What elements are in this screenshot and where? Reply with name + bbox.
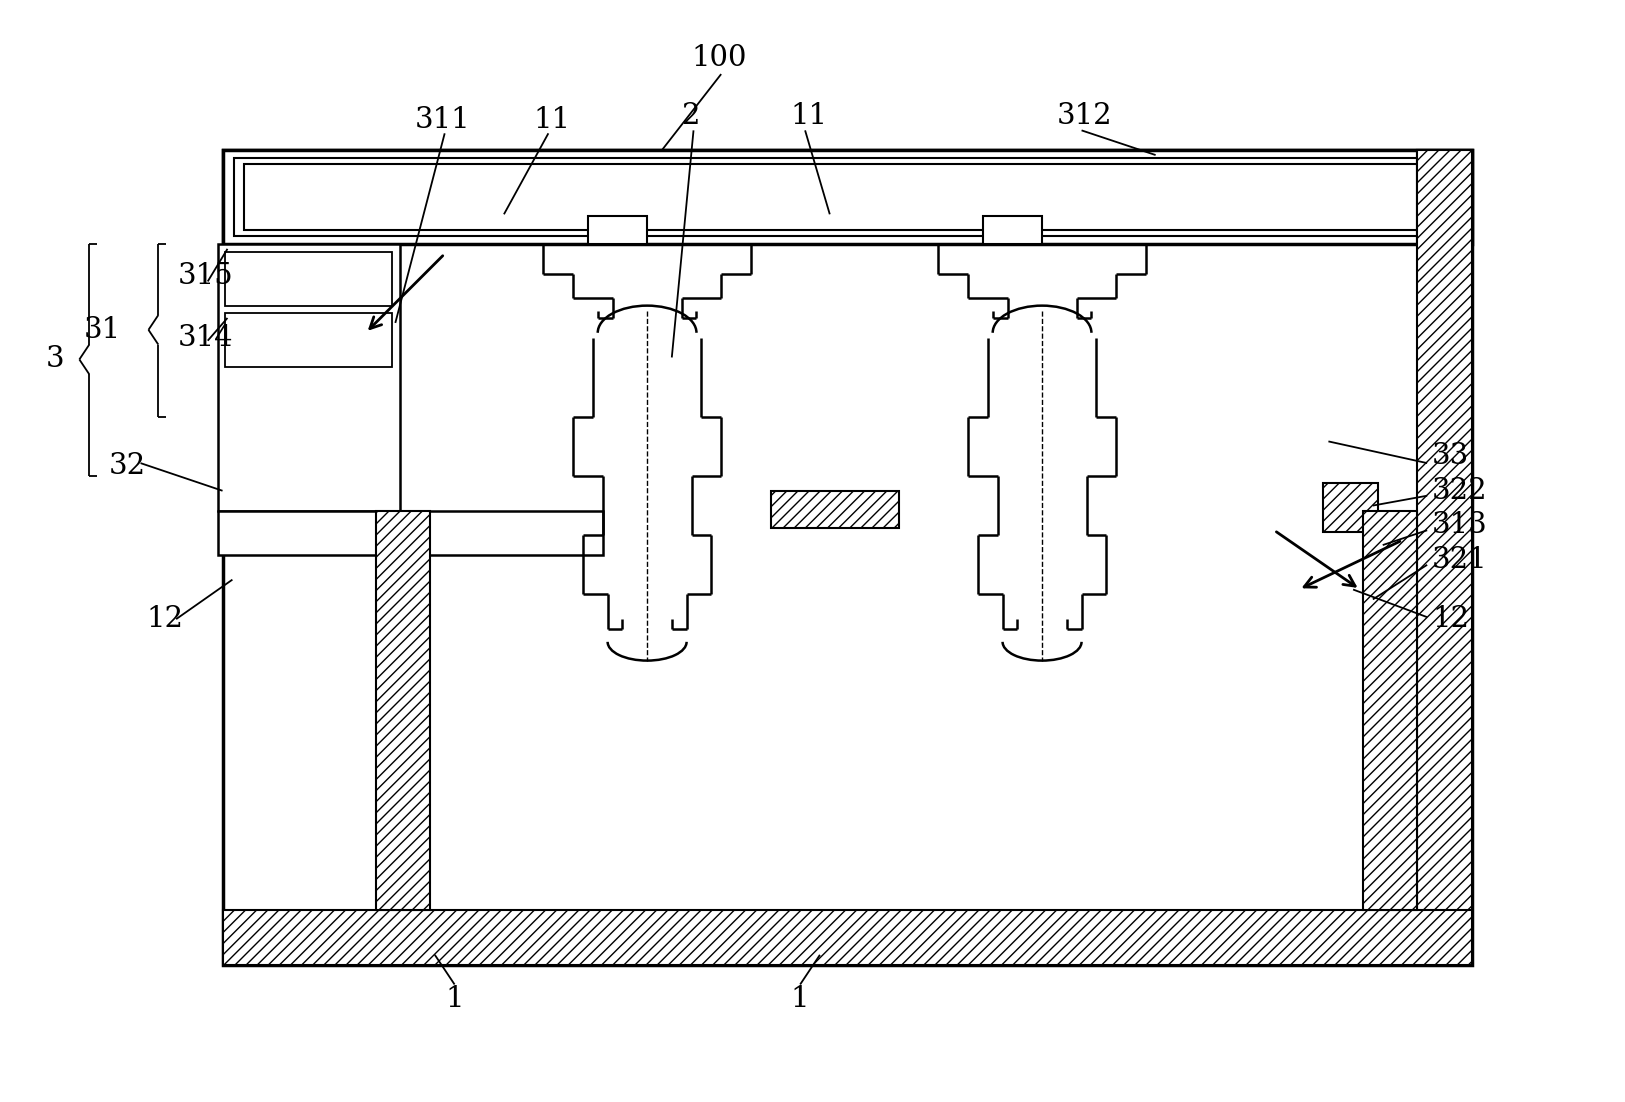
Bar (223, 150, 1472, 964)
Bar (1323, 483, 1378, 532)
Text: 2: 2 (681, 101, 700, 130)
Text: 315: 315 (179, 261, 234, 290)
Bar (1417, 150, 1472, 964)
Bar (588, 216, 647, 244)
Text: 314: 314 (179, 324, 234, 352)
Text: 100: 100 (692, 44, 748, 73)
Text: 322: 322 (1432, 477, 1488, 505)
Text: 312: 312 (1056, 101, 1113, 130)
Text: 311: 311 (414, 107, 471, 134)
Bar (226, 252, 392, 306)
Bar (1363, 510, 1417, 910)
Bar (983, 216, 1042, 244)
Text: 11: 11 (533, 107, 570, 134)
Text: 12: 12 (146, 605, 184, 634)
Bar (375, 510, 431, 910)
Bar (770, 490, 899, 528)
Bar (244, 164, 1450, 230)
Text: 313: 313 (1432, 511, 1488, 539)
Bar (218, 244, 400, 510)
Text: 32: 32 (109, 452, 146, 480)
Bar (234, 158, 1459, 236)
Text: 1: 1 (445, 985, 463, 1013)
Text: 12: 12 (1432, 605, 1469, 634)
Text: 321: 321 (1432, 545, 1488, 574)
Bar (1417, 150, 1472, 244)
Bar (226, 313, 392, 367)
Text: 31: 31 (84, 316, 120, 344)
Text: 11: 11 (790, 101, 827, 130)
Bar (218, 510, 603, 555)
Text: 33: 33 (1432, 442, 1469, 471)
Text: 1: 1 (791, 985, 809, 1013)
Text: 3: 3 (46, 345, 65, 374)
Bar (223, 150, 1472, 244)
Bar (223, 910, 1472, 964)
